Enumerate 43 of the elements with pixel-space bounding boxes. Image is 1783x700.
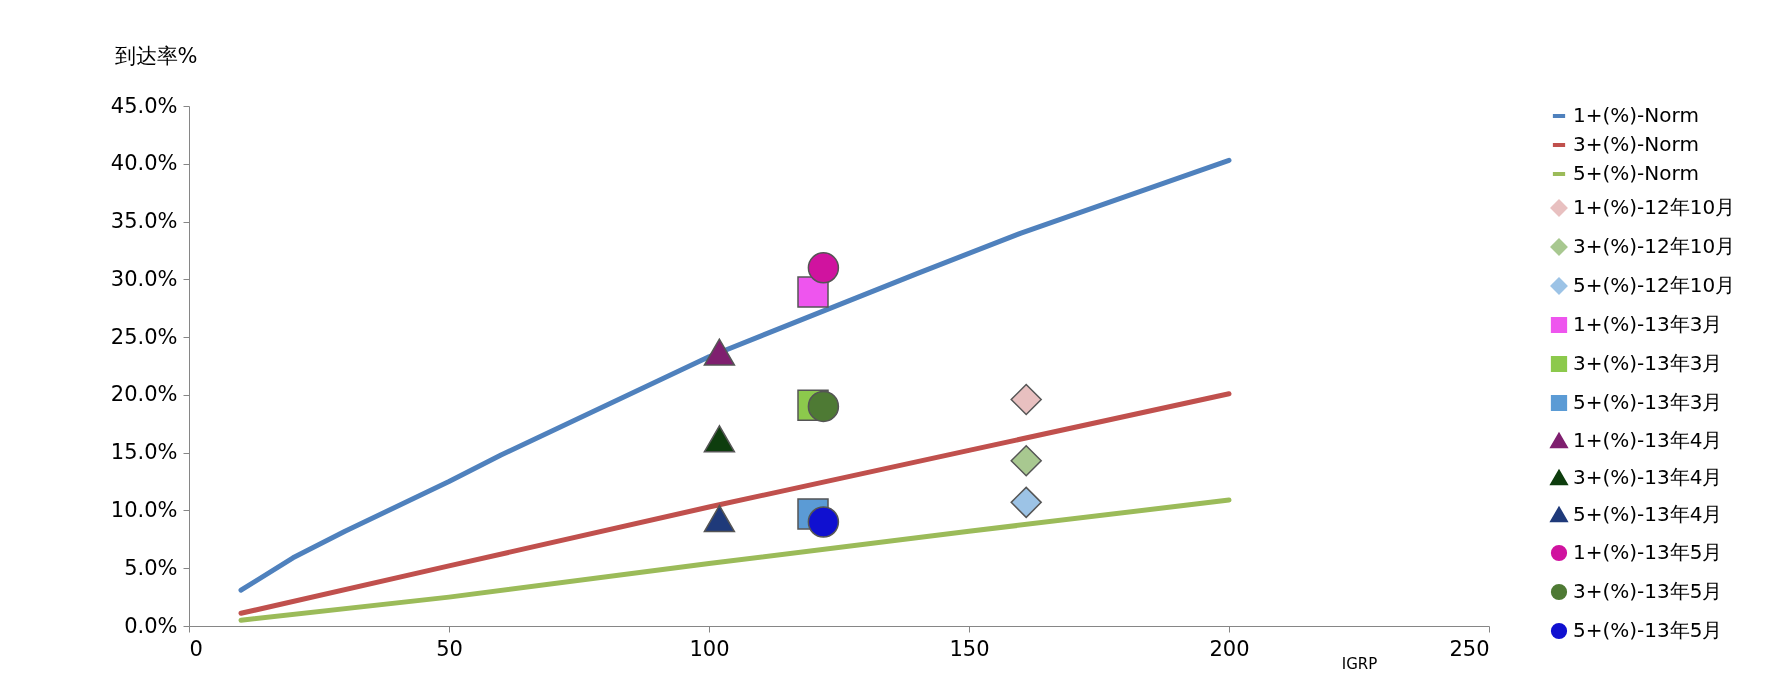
x-tick-label: 0 [189,636,203,661]
legend-label: 3+(%)-Norm [1573,132,1699,156]
x-tick-label: 100 [689,636,730,661]
point [1010,445,1042,477]
legend-label: 5+(%)-13年4月 [1573,502,1723,526]
legend-label: 5+(%)-13年3月 [1573,390,1723,414]
legend-label: 5+(%)-12年10月 [1573,273,1736,297]
legend-label: 1+(%)-Norm [1573,103,1699,127]
point [703,504,736,533]
point [807,390,840,423]
legend-label: 1+(%)-13年3月 [1573,312,1723,336]
legend-label: 3+(%)-13年5月 [1573,579,1723,603]
point [807,252,840,284]
y-tick-label: 10.0% [110,497,178,522]
y-tick-label: 35.0% [110,209,178,234]
y-tick-label: 15.0% [110,440,178,465]
x-tick-label: 50 [436,636,463,661]
legend-label: 5+(%)-Norm [1573,161,1699,185]
point [703,425,736,453]
point [1010,486,1042,519]
x-tick-label: 150 [949,636,990,661]
x-tick-label: 250 [1449,636,1490,661]
y-tick-label: 0.0% [124,613,178,638]
y-tick-label: 45.0% [110,93,178,118]
legend-label: 1+(%)-12年10月 [1573,195,1736,219]
y-tick-label: 30.0% [110,266,178,291]
point [1010,383,1042,416]
y-tick-label: 20.0% [110,382,178,407]
point [807,506,840,538]
point [703,338,736,366]
x-tick-label: 200 [1209,636,1250,661]
legend-label: 3+(%)-12年10月 [1573,234,1736,258]
y-axis-title: 到达率% [114,43,198,68]
legend-label: 3+(%)-13年4月 [1573,465,1723,489]
x-axis-title: IGRP [1341,654,1378,673]
point [797,276,829,308]
legend-label: 3+(%)-13年3月 [1573,351,1723,375]
legend-label: 5+(%)-13年5月 [1573,618,1723,642]
y-tick-label: 40.0% [110,151,178,176]
y-tick-label: 25.0% [110,324,178,349]
legend-label: 1+(%)-13年5月 [1573,540,1723,564]
legend-label: 1+(%)-13年4月 [1573,428,1723,452]
y-tick-label: 5.0% [124,555,178,580]
